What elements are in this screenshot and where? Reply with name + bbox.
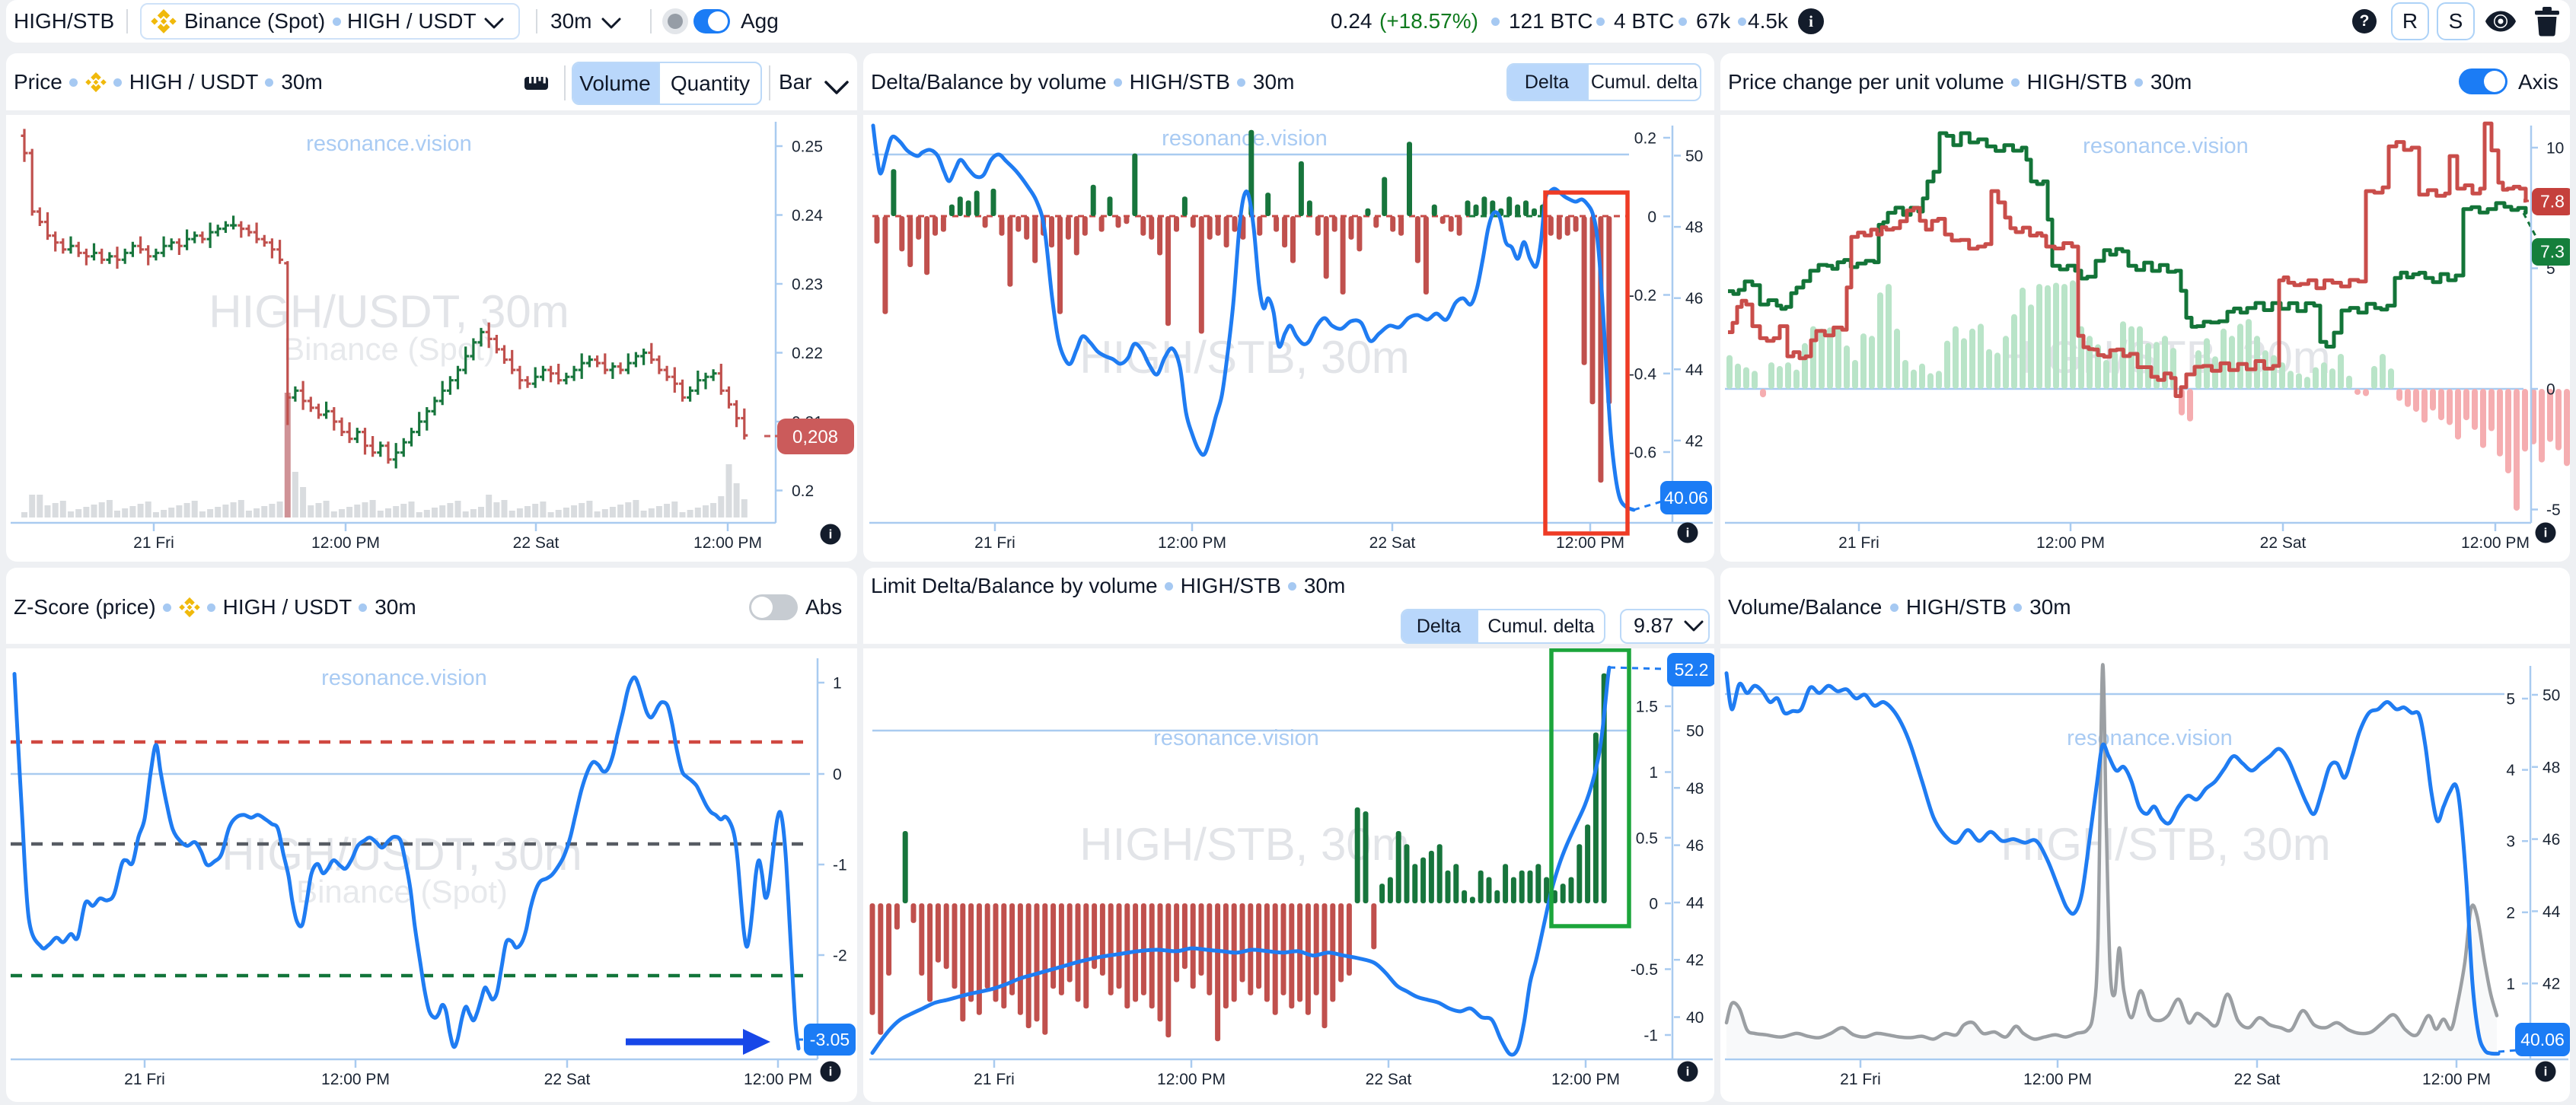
svg-text:22 Sat: 22 Sat (2260, 534, 2307, 552)
svg-text:5: 5 (2506, 691, 2515, 709)
svg-text:HIGH/STB, 30m: HIGH/STB, 30m (2001, 819, 2330, 870)
svg-text:42: 42 (1686, 952, 1704, 970)
svg-text:22 Sat: 22 Sat (2234, 1071, 2281, 1088)
svg-text:resonance.vision: resonance.vision (1162, 126, 1328, 151)
svg-text:21 Fri: 21 Fri (974, 534, 1015, 552)
svg-text:48: 48 (2543, 759, 2560, 776)
svg-text:resonance.vision: resonance.vision (321, 666, 487, 690)
svg-text:-2: -2 (833, 947, 847, 965)
svg-text:0: 0 (2546, 381, 2555, 399)
svg-text:0.2: 0.2 (1634, 130, 1656, 148)
svg-text:-1: -1 (833, 857, 847, 874)
svg-text:0.25: 0.25 (792, 139, 823, 156)
svg-text:-0.5: -0.5 (1631, 961, 1658, 979)
svg-text:-0.2: -0.2 (1629, 287, 1656, 304)
svg-text:5: 5 (2546, 260, 2555, 278)
svg-text:12:00 PM: 12:00 PM (744, 1071, 812, 1088)
svg-text:1: 1 (2506, 976, 2515, 993)
svg-text:40.06: 40.06 (1664, 488, 1708, 508)
svg-text:12:00 PM: 12:00 PM (311, 534, 380, 552)
svg-text:21 Fri: 21 Fri (1838, 534, 1879, 552)
svg-text:Binance (Spot): Binance (Spot) (296, 874, 508, 909)
svg-text:50: 50 (2543, 687, 2560, 705)
svg-text:12:00 PM: 12:00 PM (1157, 1071, 1226, 1088)
svg-text:2: 2 (2506, 904, 2515, 922)
svg-text:48: 48 (1686, 780, 1704, 798)
svg-text:44: 44 (2543, 903, 2561, 921)
svg-text:0.23: 0.23 (792, 276, 823, 294)
svg-text:resonance.vision: resonance.vision (2067, 726, 2233, 750)
svg-text:-0.4: -0.4 (1629, 365, 1657, 383)
svg-text:22 Sat: 22 Sat (544, 1071, 591, 1088)
svg-text:0: 0 (1649, 896, 1658, 913)
svg-text:12:00 PM: 12:00 PM (2036, 534, 2105, 552)
svg-text:48: 48 (1685, 219, 1703, 237)
svg-text:4: 4 (2506, 762, 2515, 779)
svg-text:10: 10 (2546, 140, 2564, 158)
svg-text:0,208: 0,208 (792, 427, 838, 447)
svg-text:i: i (2544, 525, 2548, 540)
svg-text:resonance.vision: resonance.vision (2083, 134, 2249, 158)
svg-text:0: 0 (1647, 209, 1656, 226)
svg-text:21 Fri: 21 Fri (974, 1071, 1015, 1088)
svg-text:46: 46 (1685, 290, 1703, 307)
svg-text:12:00 PM: 12:00 PM (693, 534, 762, 552)
svg-text:i: i (829, 1064, 833, 1078)
svg-text:0.2: 0.2 (792, 482, 814, 500)
svg-text:0.24: 0.24 (792, 207, 823, 225)
svg-text:i: i (2544, 1064, 2548, 1078)
svg-text:50: 50 (1685, 148, 1703, 165)
svg-text:52.2: 52.2 (1675, 660, 1709, 680)
svg-text:1.5: 1.5 (1636, 699, 1658, 716)
svg-text:-1: -1 (1643, 1027, 1658, 1045)
svg-text:12:00 PM: 12:00 PM (1551, 1071, 1620, 1088)
svg-text:21 Fri: 21 Fri (1840, 1071, 1881, 1088)
svg-text:12:00 PM: 12:00 PM (2461, 534, 2530, 552)
svg-text:12:00 PM: 12:00 PM (2422, 1071, 2491, 1088)
svg-text:-0.6: -0.6 (1629, 444, 1656, 462)
svg-text:21 Fri: 21 Fri (133, 534, 174, 552)
svg-text:7.8: 7.8 (2540, 192, 2565, 212)
svg-text:22 Sat: 22 Sat (1369, 534, 1416, 552)
svg-text:-5: -5 (2546, 502, 2561, 519)
svg-text:-3.05: -3.05 (810, 1030, 850, 1049)
svg-text:1: 1 (1649, 764, 1658, 782)
svg-text:40: 40 (1686, 1009, 1704, 1027)
svg-text:12:00 PM: 12:00 PM (1556, 534, 1624, 552)
svg-text:46: 46 (2543, 831, 2560, 849)
svg-text:46: 46 (1686, 837, 1704, 855)
svg-text:22 Sat: 22 Sat (1366, 1071, 1412, 1088)
svg-text:21 Fri: 21 Fri (124, 1071, 165, 1088)
svg-text:Binance (Spot): Binance (Spot) (283, 331, 495, 367)
svg-text:0.22: 0.22 (792, 345, 823, 362)
svg-text:0.5: 0.5 (1636, 830, 1658, 847)
svg-text:0: 0 (833, 766, 842, 784)
svg-text:7.3: 7.3 (2540, 242, 2565, 262)
svg-text:HIGH/STB, 30m: HIGH/STB, 30m (1079, 819, 1409, 870)
svg-text:1: 1 (833, 675, 842, 693)
svg-text:12:00 PM: 12:00 PM (1158, 534, 1226, 552)
svg-text:12:00 PM: 12:00 PM (2023, 1071, 2092, 1088)
svg-text:22 Sat: 22 Sat (513, 534, 560, 552)
svg-text:i: i (1686, 525, 1690, 540)
svg-text:42: 42 (2543, 976, 2560, 993)
svg-text:12:00 PM: 12:00 PM (321, 1071, 390, 1088)
svg-text:HIGH/USDT, 30m: HIGH/USDT, 30m (222, 829, 582, 880)
svg-text:50: 50 (1686, 723, 1704, 740)
svg-text:44: 44 (1685, 361, 1704, 379)
svg-text:42: 42 (1685, 432, 1703, 450)
svg-text:3: 3 (2506, 833, 2515, 851)
svg-text:HIGH/STB, 30m: HIGH/STB, 30m (1079, 332, 1409, 383)
svg-text:resonance.vision: resonance.vision (306, 132, 472, 156)
svg-text:44: 44 (1686, 894, 1704, 912)
svg-text:i: i (1686, 1064, 1690, 1078)
svg-text:HIGH/USDT, 30m: HIGH/USDT, 30m (209, 286, 569, 337)
svg-text:i: i (829, 527, 833, 541)
svg-text:40.06: 40.06 (2520, 1030, 2565, 1049)
